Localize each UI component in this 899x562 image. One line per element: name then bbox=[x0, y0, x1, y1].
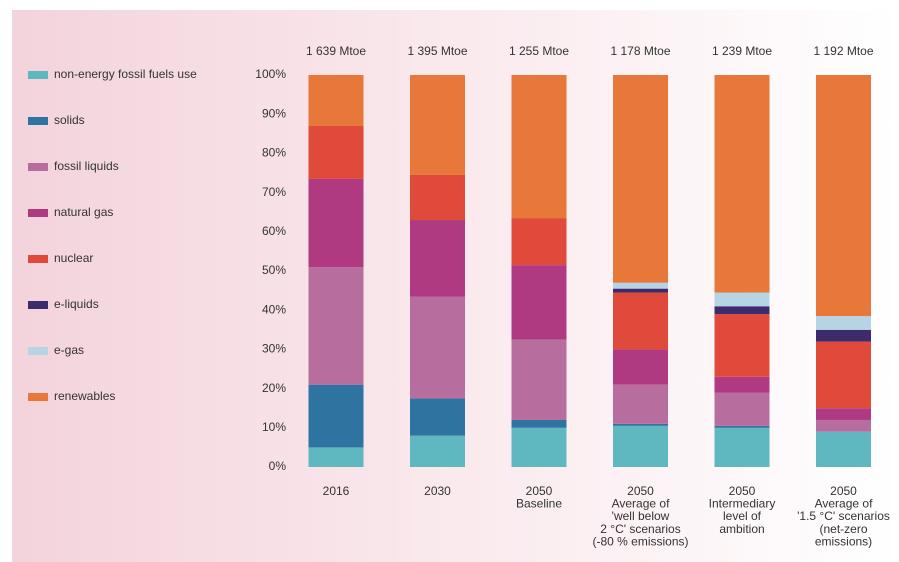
y-tick-label: 10% bbox=[262, 420, 286, 434]
bar-segment bbox=[511, 419, 567, 428]
y-tick-label: 20% bbox=[262, 381, 286, 395]
bar-segment bbox=[613, 75, 668, 283]
bar-segment bbox=[410, 174, 465, 221]
y-tick-label: 100% bbox=[255, 67, 286, 81]
bar-segment bbox=[613, 423, 668, 426]
bar-segment bbox=[714, 376, 770, 393]
total-label: 1 239 Mtoe bbox=[712, 44, 772, 58]
bar-segment bbox=[308, 447, 364, 467]
bar-segment bbox=[308, 267, 364, 385]
bar-segment bbox=[511, 265, 567, 340]
bar-segment bbox=[714, 425, 770, 428]
bar-segment bbox=[308, 75, 364, 126]
bar-segment bbox=[714, 75, 770, 293]
y-tick-label: 40% bbox=[262, 302, 286, 316]
legend-label: fossil liquids bbox=[54, 159, 119, 173]
bar-segment bbox=[816, 316, 871, 330]
y-tick-label: 50% bbox=[262, 263, 286, 277]
bar-segment bbox=[613, 425, 668, 467]
x-tick-label: 2050 Baseline bbox=[516, 484, 562, 511]
legend-swatch bbox=[28, 347, 48, 355]
bar-segment bbox=[816, 419, 871, 432]
total-label: 1 178 Mtoe bbox=[610, 44, 670, 58]
y-tick-label: 90% bbox=[262, 106, 286, 120]
legend-swatch bbox=[28, 255, 48, 263]
total-label: 1 255 Mtoe bbox=[509, 44, 569, 58]
legend-swatch bbox=[28, 301, 48, 309]
total-label: 1 395 Mtoe bbox=[407, 44, 467, 58]
bar-segment bbox=[613, 288, 668, 293]
bar-segment bbox=[410, 75, 465, 175]
bar-segment bbox=[511, 218, 567, 266]
bar-segment bbox=[816, 431, 871, 467]
x-tick-label: 2050 Average of'well below 2 °C' scenarios… bbox=[592, 484, 688, 548]
legend-swatch bbox=[28, 393, 48, 401]
legend-label: natural gas bbox=[54, 205, 113, 219]
total-label: 1 192 Mtoe bbox=[813, 44, 873, 58]
legend-label: non-energy fossil fuels use bbox=[54, 67, 197, 81]
y-tick-label: 0% bbox=[269, 459, 287, 473]
bar-segment bbox=[308, 384, 364, 448]
bar-segment bbox=[511, 75, 567, 219]
bar-segment bbox=[816, 329, 871, 342]
bar-segment bbox=[714, 292, 770, 307]
bar-segment bbox=[714, 314, 770, 377]
x-tick-label: 2030 bbox=[424, 484, 451, 498]
bar-segment bbox=[714, 392, 770, 426]
bar-segment bbox=[410, 296, 465, 399]
bar-segment bbox=[410, 220, 465, 297]
bar-segment bbox=[511, 427, 567, 467]
legend-label: renewables bbox=[54, 389, 115, 403]
legend-label: e-gas bbox=[54, 343, 84, 357]
bar-segment bbox=[613, 282, 668, 289]
y-tick-label: 60% bbox=[262, 224, 286, 238]
bar-segment bbox=[613, 349, 668, 385]
bar-segment bbox=[613, 384, 668, 424]
legend-swatch bbox=[28, 209, 48, 217]
y-tick-label: 80% bbox=[262, 146, 286, 160]
x-tick-label: 2050 Average of '1.5 °C' scenarios (net-zer… bbox=[797, 484, 890, 548]
legend-swatch bbox=[28, 163, 48, 171]
bar-segment bbox=[410, 398, 465, 436]
bar-segment bbox=[816, 408, 871, 420]
y-tick-label: 30% bbox=[262, 342, 286, 356]
bar-segment bbox=[714, 427, 770, 467]
legend-label: e-liquids bbox=[54, 297, 99, 311]
x-tick-label: 2050 Intermediary level of ambition bbox=[709, 484, 776, 536]
legend-label: solids bbox=[54, 113, 85, 127]
bar-segment bbox=[308, 125, 364, 179]
bar-segment bbox=[816, 341, 871, 409]
legend-label: nuclear bbox=[54, 251, 93, 265]
bar-segment bbox=[613, 292, 668, 350]
bar-segment bbox=[816, 75, 871, 317]
legend-swatch bbox=[28, 71, 48, 79]
bar-segment bbox=[308, 178, 364, 268]
bar-segment bbox=[714, 306, 770, 315]
bar-segment bbox=[511, 339, 567, 420]
total-label: 1 639 Mtoe bbox=[306, 44, 366, 58]
legend-swatch bbox=[28, 117, 48, 125]
y-tick-label: 70% bbox=[262, 185, 286, 199]
bar-segment bbox=[410, 435, 465, 467]
x-tick-label: 2016 bbox=[323, 484, 350, 498]
